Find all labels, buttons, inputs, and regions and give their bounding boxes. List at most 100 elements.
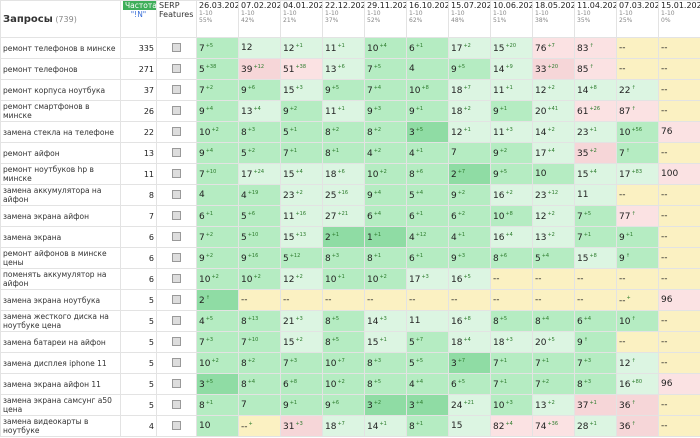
query[interactable]: ремонт ноутбуков hp в минске xyxy=(3,165,94,183)
position: -- xyxy=(493,274,500,284)
position: 100 xyxy=(661,169,679,179)
query[interactable]: поменять аккумулятор на айфон xyxy=(3,270,107,288)
position-cell: -- xyxy=(616,268,659,290)
serp-icon[interactable] xyxy=(172,294,181,304)
position-change: +1 xyxy=(415,105,424,112)
query[interactable]: ремонт смартфонов в минске xyxy=(3,102,90,120)
serp-icon[interactable] xyxy=(172,399,181,409)
query[interactable]: замена батареи на айфон xyxy=(3,337,106,347)
serp-icon[interactable] xyxy=(172,105,181,115)
position: -- xyxy=(283,295,290,305)
position-cell: 76+7 xyxy=(532,37,575,59)
position-cell: 7+5 xyxy=(364,58,407,80)
position-change: +2 xyxy=(547,231,555,238)
serp-icon[interactable] xyxy=(172,147,181,157)
serp-icon[interactable] xyxy=(172,84,181,94)
serp-icon[interactable] xyxy=(172,252,181,262)
serp-icon[interactable] xyxy=(172,210,181,220)
position: 82 xyxy=(493,421,505,432)
query[interactable]: ремонт телефонов в минске xyxy=(3,43,116,53)
position-cell: 11 xyxy=(574,184,617,206)
query[interactable]: замена экрана айфон xyxy=(3,211,90,221)
query[interactable]: замена дисплея iphone 11 xyxy=(3,358,107,368)
position: 6 xyxy=(577,316,583,327)
position-cell: 9+2 xyxy=(490,142,533,164)
position-cell: 18+7 xyxy=(448,79,491,101)
position: 16 xyxy=(493,232,505,243)
position: 15 xyxy=(283,232,295,243)
position-cell: 8+1 xyxy=(364,247,407,269)
position: 7 xyxy=(577,211,583,222)
position-change: +9 xyxy=(505,63,513,70)
serp-icon[interactable] xyxy=(172,315,181,325)
position: 7 xyxy=(199,43,205,54)
position-cell: 7+2 xyxy=(196,226,239,248)
serp-icon[interactable] xyxy=(172,273,181,283)
frequency: 8 xyxy=(120,184,157,206)
position-cell: -- xyxy=(490,289,533,311)
query[interactable]: замена жесткого диска на ноутбуке цена xyxy=(3,312,109,330)
query[interactable]: ремонт корпуса ноутбука xyxy=(3,85,106,95)
serp-icon[interactable] xyxy=(172,42,181,52)
date-header[interactable]: 15.01.20251-100% xyxy=(658,0,700,38)
position-cell: --+ xyxy=(238,415,281,437)
freq-label[interactable]: Частота xyxy=(123,1,156,10)
position-change: +1 xyxy=(589,399,597,406)
position: 6 xyxy=(367,211,373,222)
position-cell: -- xyxy=(280,289,323,311)
serp-cell xyxy=(156,79,197,101)
query-row: замена видеокарты в ноутбуке 4 10 --+ 31+3 18… xyxy=(0,415,700,437)
position-change: +6 xyxy=(499,252,508,259)
query[interactable]: замена стекла на телефоне xyxy=(3,127,114,137)
position: 21 xyxy=(283,316,295,327)
query[interactable]: ремонт телефонов xyxy=(3,64,78,74)
position: 14 xyxy=(535,127,547,138)
position-change: +2 xyxy=(463,42,471,49)
query[interactable]: замена видеокарты в ноутбуке xyxy=(3,417,89,435)
position-change: +1 xyxy=(373,231,382,238)
position-cell: 17+83 xyxy=(616,163,659,185)
position: 25 xyxy=(325,190,337,201)
query[interactable]: замена экрана айфон 11 xyxy=(3,379,101,389)
query[interactable]: замена экрана ноутбука xyxy=(3,295,101,305)
serp-icon[interactable] xyxy=(172,357,181,367)
query[interactable]: замена аккумулятора на айфон xyxy=(3,186,102,204)
position-change: +2 xyxy=(253,273,261,280)
position-change: +7 xyxy=(415,336,424,343)
position: 23 xyxy=(283,190,295,201)
position: 13 xyxy=(535,400,547,411)
position-change: +7 xyxy=(547,42,555,49)
query[interactable]: замена экрана xyxy=(3,232,62,242)
serp-icon[interactable] xyxy=(172,63,181,73)
serp-icon[interactable] xyxy=(172,189,181,199)
query[interactable]: замена экрана самсунг а50 цена xyxy=(3,396,112,414)
serp-icon[interactable] xyxy=(172,168,181,178)
serp-icon[interactable] xyxy=(172,378,181,388)
position: -- xyxy=(619,295,626,306)
serp-icon[interactable] xyxy=(172,336,181,346)
serp-icon[interactable] xyxy=(172,420,181,430)
position-change: +2 xyxy=(505,189,513,196)
serp-icon[interactable] xyxy=(172,231,181,241)
top10-share: 35% xyxy=(577,17,591,24)
position-cell: -- xyxy=(490,268,533,290)
query[interactable]: ремонт айфон xyxy=(3,148,60,158)
query[interactable]: ремонт айфонов в минске цены xyxy=(3,249,107,267)
position-cell: 15+3 xyxy=(280,79,323,101)
position-change: +2 xyxy=(463,105,471,112)
serp-icon[interactable] xyxy=(172,126,181,136)
position-cell: 8+4 xyxy=(532,310,575,332)
freq-header[interactable]: Частота "!N" xyxy=(120,0,157,38)
position-cell: 4 xyxy=(406,58,449,80)
